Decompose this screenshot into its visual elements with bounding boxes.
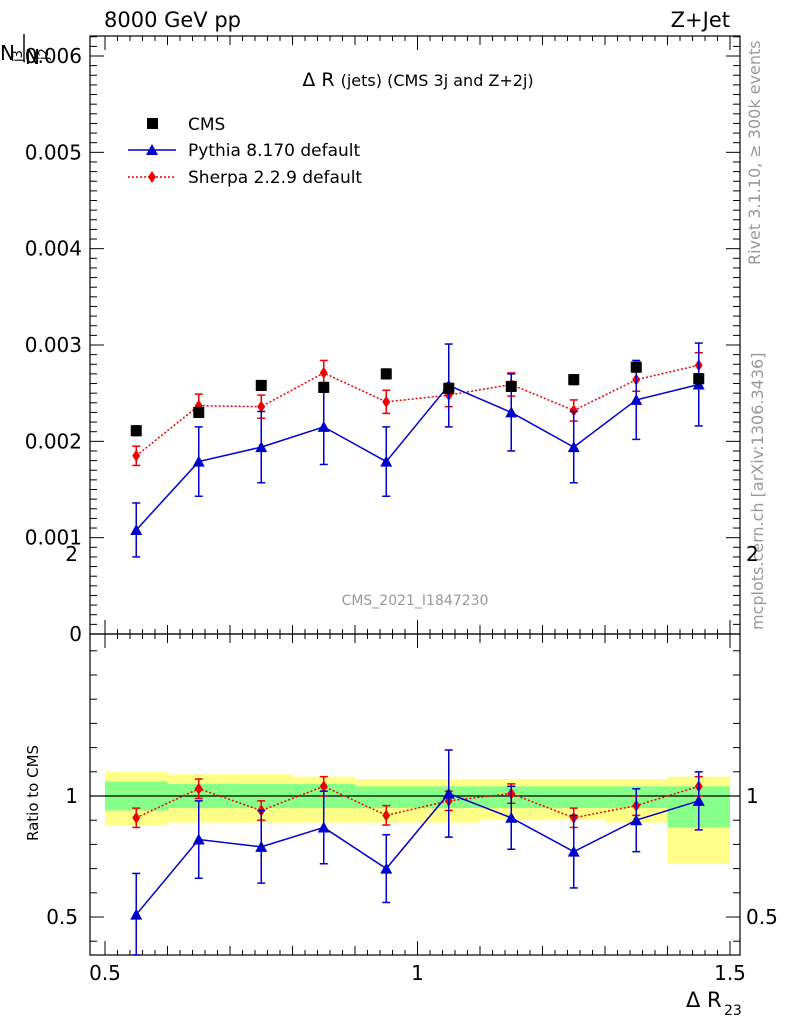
ratio-pythia-point [567, 845, 580, 857]
sherpa-line [135, 364, 699, 457]
legend-sherpa-label: Sherpa 2.2.9 default [188, 168, 362, 188]
ylabel-denominator: N [25, 45, 40, 69]
rivet-label: Rivet 3.1.10, ≥ 300k events [745, 40, 764, 265]
ratio-y-tick-label-left: 2 [65, 542, 78, 566]
cms-point [193, 406, 205, 418]
pythia-point [317, 420, 330, 432]
ratio-ylabel: Ratio to CMS [24, 745, 42, 841]
x-tick-label: 0.5 [89, 961, 121, 985]
title-main-part: Δ R [302, 69, 340, 91]
cms-point [255, 379, 267, 391]
cms-point [130, 425, 142, 437]
ratio-pythia-point [255, 840, 268, 852]
legend-cms-label: CMS [188, 115, 225, 135]
pythia-point [192, 455, 205, 467]
sherpa-point [319, 366, 328, 379]
cms-point [568, 374, 580, 386]
ratio-pythia-point [380, 862, 393, 874]
cms-point [318, 381, 330, 393]
legend: CMS Pythia 8.170 default Sherpa 2.2.9 de… [128, 115, 362, 188]
ratio-pythia-point [630, 814, 643, 826]
legend-sherpa-marker [148, 171, 156, 183]
title-sub-part: (jets) (CMS 3j and Z+2j) [341, 71, 534, 90]
main-axes: 0 0.001 0.002 0.003 0.004 0.005 0.006 [25, 35, 741, 646]
mcplots-label: mcplots.cern.ch [arXiv:1306.3436] [748, 353, 767, 630]
legend-pythia-marker [146, 144, 158, 155]
ratio-pythia-point [317, 821, 330, 833]
ylabel-numerator-sub: j3 [11, 50, 26, 63]
x-tick-label: 1.5 [714, 961, 746, 985]
y-tick-label: 0.001 [25, 526, 82, 550]
ratio-y-tick-label-right: 0.5 [746, 905, 778, 929]
pythia-point [630, 393, 643, 405]
ratio-y-tick-label-left: 1 [65, 784, 78, 808]
ratio-pythia-point [442, 787, 455, 799]
sherpa-point [257, 400, 266, 413]
y-tick-label: 0 [69, 622, 82, 646]
sherpa-point [569, 404, 578, 417]
pythia-point [380, 455, 393, 467]
ylabel-numerator: N [0, 41, 15, 65]
pythia-line [135, 383, 699, 531]
ratio-sherpa-point [132, 811, 141, 824]
ratio-sherpa-point [319, 780, 328, 793]
ratio-sherpa-point [194, 782, 203, 795]
y-tick-label: 0.002 [25, 429, 82, 453]
header-left: 8000 GeV pp [104, 8, 241, 32]
chart-title: Δ R (jets) (CMS 3j and Z+2j) [302, 69, 533, 91]
cms-point [693, 373, 705, 385]
legend-pythia-label: Pythia 8.170 default [188, 141, 361, 161]
ratio-axes: 0.5 1 1.5 0.5 0.5 1 1 2 2 [46, 542, 778, 985]
pythia-point [255, 441, 268, 453]
ratio-y-tick-label-right: 1 [746, 784, 759, 808]
sherpa-point [132, 449, 141, 462]
ylabel-denominator-sub: j2 [37, 48, 52, 61]
ratio-sherpa-point [382, 809, 391, 822]
main-plot-area [130, 342, 705, 558]
sherpa-point [382, 395, 391, 408]
pythia-point [130, 523, 143, 535]
ratio-pythia-point [192, 833, 205, 845]
pythia-point [567, 441, 580, 453]
ratio-y-tick-label-right: 2 [746, 542, 759, 566]
ratio-sherpa-line [135, 785, 699, 819]
ratio-pythia-line [135, 792, 699, 916]
x-tick-label: 1 [411, 961, 424, 985]
cms-point [443, 382, 455, 394]
y-tick-label: 0.006 [25, 44, 82, 68]
xlabel-text: Δ R [686, 988, 722, 1012]
ratio-band-inner [542, 786, 605, 809]
ratio-pythia-point [692, 794, 705, 806]
ratio-y-tick-label-left: 0.5 [46, 905, 78, 929]
legend-cms-marker [147, 118, 158, 129]
ratio-pythia-point [130, 908, 143, 920]
ratio-pythia-point [505, 811, 518, 823]
y-tick-label: 0.004 [25, 237, 82, 261]
header-right: Z+Jet [671, 8, 730, 32]
ratio-plot-area [90, 749, 740, 956]
ratio-band-inner [355, 786, 418, 809]
pythia-point [505, 406, 518, 418]
cms-point [380, 368, 392, 380]
watermark-label: CMS_2021_I1847230 [342, 593, 489, 609]
cms-point [630, 361, 642, 373]
y-tick-label: 0.003 [25, 333, 82, 357]
xlabel-sub: 23 [724, 1003, 742, 1019]
cms-point [505, 380, 517, 392]
ratio-xlabel: Δ R 23 [686, 988, 742, 1019]
y-tick-label: 0.005 [25, 140, 82, 164]
ratio-frame [89, 633, 741, 956]
main-ylabel: N j3 N j2 [0, 34, 52, 69]
